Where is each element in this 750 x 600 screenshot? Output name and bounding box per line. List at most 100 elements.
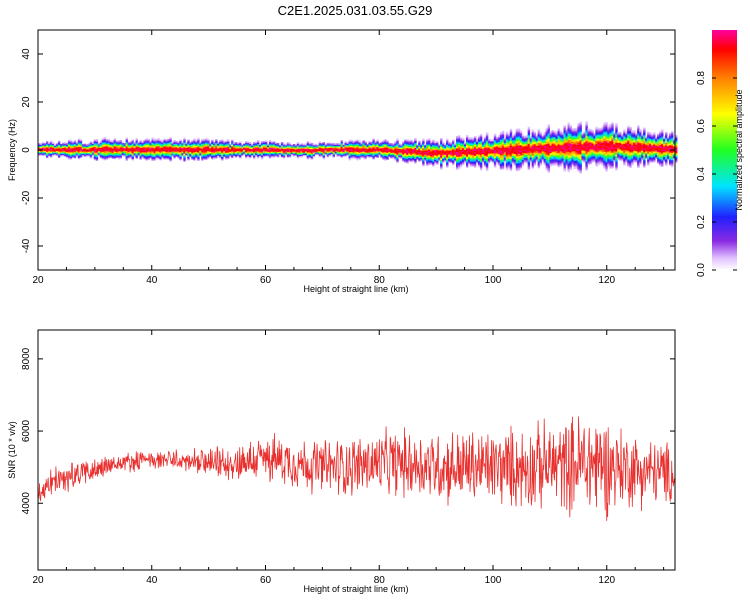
spectrogram-cell	[77, 144, 81, 146]
spectrogram-cell	[300, 153, 304, 155]
spectrogram-cell	[211, 145, 214, 148]
spectrogram-cell	[517, 151, 521, 153]
spectrogram-cell	[485, 149, 489, 151]
spectrogram-cell	[571, 138, 574, 141]
spectrogram-cell	[260, 141, 264, 143]
spectrogram-cell	[247, 147, 250, 150]
spectrogram-cell	[513, 154, 517, 157]
spectrogram-cell	[53, 150, 57, 152]
spectrogram-cell	[384, 156, 387, 159]
spectrogram-cell	[302, 143, 306, 146]
spectrogram-cell	[316, 146, 320, 148]
spectrogram-cell	[39, 152, 43, 155]
spectrogram-cell	[527, 158, 531, 161]
spectrogram-cell	[473, 159, 477, 161]
spectrogram-cell	[460, 159, 463, 161]
spectrogram-cell	[467, 138, 471, 141]
spectrogram-cell	[531, 157, 535, 159]
spectrogram-cell	[491, 139, 495, 142]
spectrogram-cell	[422, 163, 425, 166]
spectrogram-cell	[499, 139, 503, 141]
spectrogram-cell	[195, 142, 198, 144]
spectrogram-cell	[135, 157, 138, 160]
spectrogram-cell	[304, 148, 308, 151]
spectrogram-cell	[410, 142, 413, 145]
spectrogram-cell	[87, 146, 91, 149]
spectrogram-cell	[420, 143, 423, 146]
spectrogram-cell	[497, 160, 501, 163]
spectrogram-cell	[55, 145, 59, 148]
spectrogram-cell	[577, 144, 580, 147]
spectrogram-cell	[489, 147, 493, 150]
spectrogram-cell	[211, 149, 214, 152]
spectrogram-cell	[332, 143, 335, 145]
spectrogram-cell	[340, 144, 343, 147]
spectrogram-cell	[354, 143, 357, 146]
spectrogram-cell	[161, 155, 164, 158]
spectrogram-cell	[280, 150, 284, 153]
spectrogram-cell	[595, 154, 598, 156]
spectrogram-cell	[135, 150, 138, 152]
spectrogram-cell	[497, 141, 501, 144]
spectrogram-cell	[517, 146, 521, 148]
spectrogram-cell	[553, 143, 556, 146]
spectrogram-cell	[123, 150, 126, 152]
spectrogram-cell	[479, 158, 483, 160]
spectrogram-cell	[438, 157, 441, 160]
spectrogram-cell	[519, 136, 523, 138]
spectrogram-cell	[183, 144, 186, 147]
spectrogram-cell	[143, 149, 146, 151]
spectrogram-cell	[105, 147, 109, 149]
spectrogram-cell	[247, 145, 250, 147]
spectrogram-cell	[207, 150, 210, 153]
spectrogram-cell	[448, 157, 451, 160]
spectrogram-cell	[557, 144, 560, 146]
spectrogram-cell	[587, 157, 590, 159]
spectrogram-cell	[563, 156, 566, 159]
spectrogram-cell	[501, 152, 505, 154]
spectrogram-cell	[569, 164, 572, 167]
spectrogram-cell	[290, 153, 294, 156]
spectrogram-cell	[456, 142, 459, 144]
spectrogram-cell	[583, 134, 586, 137]
spectrogram-cell	[523, 145, 527, 148]
spectrogram-cell	[338, 151, 341, 154]
spectrogram-cell	[577, 169, 580, 172]
spectrogram-cell	[336, 147, 339, 150]
spectrogram-cell	[153, 144, 156, 147]
spectrogram-cell	[312, 147, 316, 149]
spectrogram-cell	[49, 152, 53, 155]
spectrogram-cell	[121, 147, 124, 150]
spectrogram-cell	[531, 133, 535, 135]
spectrogram-cell	[446, 161, 449, 163]
spectrogram-cell	[513, 157, 517, 159]
spectrogram-cell	[284, 148, 288, 151]
spectrogram-cell	[183, 143, 186, 146]
spectrogram-cell	[412, 157, 415, 159]
spectrogram-cell	[350, 150, 353, 153]
spectrogram-cell	[587, 147, 590, 150]
spectrogram-cell	[292, 146, 296, 149]
spectrogram-cell	[553, 160, 556, 163]
spectrogram-cell	[161, 142, 164, 145]
spectrogram-cell	[278, 153, 282, 156]
spectrogram-cell	[79, 151, 83, 154]
spectrogram-cell	[537, 155, 541, 158]
spectrogram-cell	[555, 147, 558, 149]
spectrogram-cell	[406, 158, 409, 160]
spectrogram-cell	[197, 156, 200, 159]
spectrogram-cell	[304, 144, 308, 147]
spectrogram-cell	[565, 131, 568, 133]
spectrogram-cell	[185, 153, 188, 156]
spectrogram-cell	[272, 147, 276, 150]
spectrogram-cell	[537, 160, 541, 163]
spectrogram-cell	[551, 131, 554, 133]
spectrogram-cell	[400, 156, 403, 158]
spectrogram-cell	[179, 149, 182, 151]
spectrogram-cell	[511, 146, 515, 149]
spectrogram-cell	[555, 155, 558, 158]
spectrogram-cell	[549, 131, 552, 133]
spectrogram-cell	[137, 151, 140, 153]
spectrogram-cell	[113, 144, 117, 146]
